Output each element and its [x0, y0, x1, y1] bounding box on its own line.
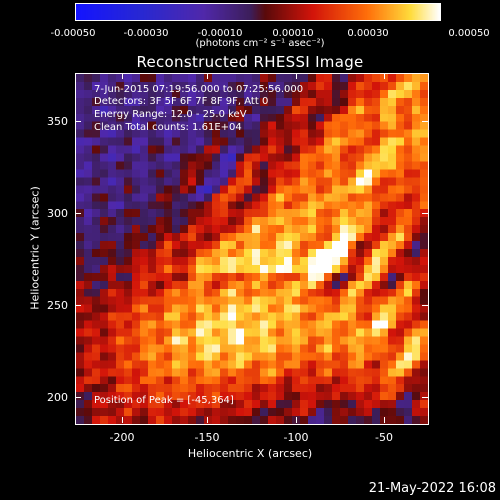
peak-position-label: Position of Peak = [-45,364] [94, 395, 234, 406]
tick-mark [296, 73, 297, 79]
tick-mark [75, 305, 81, 306]
y-tick-label: 300 [47, 207, 68, 220]
tick-mark [422, 121, 428, 122]
tick-mark [384, 73, 385, 79]
y-tick-label: 200 [47, 391, 68, 404]
x-tick-label: -50 [375, 431, 393, 444]
y-tick-label: 250 [47, 299, 68, 312]
solar-image-plot: 7-Jun-2015 07:19:56.000 to 07:25:56.000 … [75, 73, 429, 425]
image-title: Reconstructed RHESSI Image [136, 53, 364, 71]
plot-timestamp: 21-May-2022 16:08 [368, 481, 496, 496]
x-axis-label: Heliocentric X (arcsec) [187, 447, 313, 460]
clean-counts-label: Clean Total counts: 1.61E+04 [94, 122, 242, 133]
tick-mark [384, 417, 385, 423]
colorbar-tick-label: 0.00030 [347, 28, 389, 39]
colorbar-tick-label: 0.00010 [272, 28, 314, 39]
colorbar-tick-label: -0.00010 [197, 28, 243, 39]
x-tick-label: -100 [283, 431, 309, 444]
tick-mark [422, 305, 428, 306]
tick-mark [75, 397, 81, 398]
colorbar-tick-label: -0.00050 [50, 28, 96, 39]
detectors-label: Detectors: 3F 5F 6F 7F 8F 9F, Att 0 [94, 96, 269, 107]
colorbar-tick-label: -0.00030 [123, 28, 169, 39]
rhessi-heatmap [76, 74, 428, 424]
energy-range-label: Energy Range: 12.0 - 25.0 keV [94, 109, 247, 120]
tick-mark [422, 213, 428, 214]
colorbar [75, 3, 441, 21]
tick-mark [422, 397, 428, 398]
tick-mark [122, 73, 123, 79]
tick-mark [75, 213, 81, 214]
x-tick-label: -200 [109, 431, 135, 444]
tick-mark [207, 417, 208, 423]
y-axis-label: Heliocentric Y (arcsec) [28, 186, 42, 310]
x-tick-label: -150 [194, 431, 220, 444]
y-tick-label: 350 [47, 115, 68, 128]
tick-mark [207, 73, 208, 79]
tick-mark [75, 121, 81, 122]
time-range-label: 7-Jun-2015 07:19:56.000 to 07:25:56.000 [94, 84, 304, 95]
colorbar-units: (photons cm⁻² s⁻¹ asec⁻²) [195, 38, 325, 49]
colorbar-tick-label: 0.00050 [448, 28, 490, 39]
tick-mark [122, 417, 123, 423]
tick-mark [296, 417, 297, 423]
